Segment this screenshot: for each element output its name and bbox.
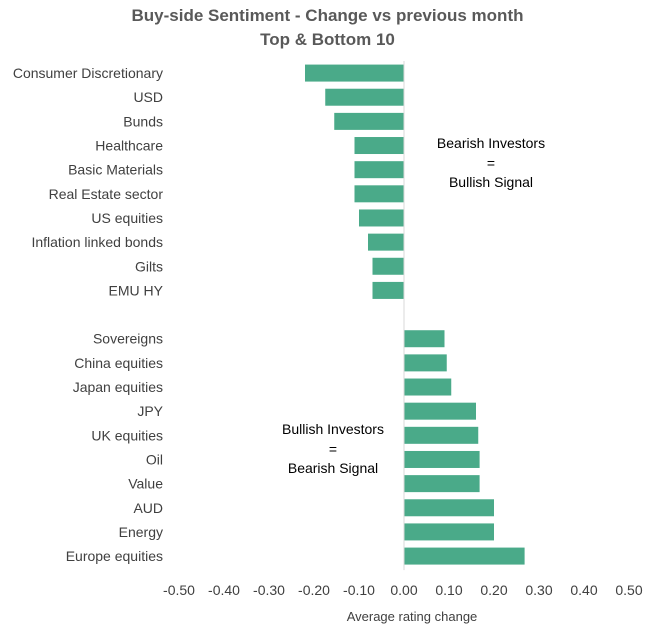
category-label: Basic Materials	[68, 162, 163, 178]
category-label: UK equities	[91, 427, 163, 443]
category-label: USD	[133, 89, 163, 105]
bar	[354, 161, 404, 179]
category-label: AUD	[133, 500, 163, 516]
category-label: JPY	[137, 403, 163, 419]
chart-title: Buy-side Sentiment - Change vs previous …	[131, 6, 524, 25]
x-tick-label: 0.50	[615, 582, 642, 598]
bar	[372, 257, 404, 275]
bar	[368, 233, 404, 251]
category-label: Consumer Discretionary	[13, 65, 163, 81]
bar	[404, 426, 479, 444]
category-label: Energy	[119, 524, 163, 540]
category-label: Healthcare	[95, 138, 163, 154]
category-label: Sovereigns	[93, 331, 163, 347]
bar	[404, 547, 525, 565]
bar	[404, 523, 494, 541]
category-label: Bunds	[123, 113, 163, 129]
category-label: Real Estate sector	[49, 186, 164, 202]
bar	[354, 137, 404, 155]
annotation-line: Bullish Signal	[448, 174, 534, 190]
x-tick-label: 0.20	[480, 582, 507, 598]
bar	[404, 450, 480, 468]
x-tick-labels: -0.50 -0.40 -0.30 -0.20 -0.10 0.00 0.10 0.20 0.3…	[163, 582, 643, 598]
x-axis-title: Average rating change	[347, 609, 478, 624]
bar	[334, 112, 404, 130]
category-label: Gilts	[135, 258, 163, 274]
bar	[404, 378, 452, 396]
x-tick-label: 0.10	[435, 582, 462, 598]
bar	[372, 281, 404, 299]
bar	[359, 209, 404, 227]
category-label: US equities	[91, 210, 163, 226]
annotation-line: =	[486, 154, 496, 171]
bar	[404, 402, 476, 420]
x-tick-label: -0.50	[163, 582, 195, 598]
category-label: EMU HY	[109, 282, 164, 298]
category-label: Oil	[146, 451, 163, 467]
x-tick-label: -0.20	[298, 582, 330, 598]
x-tick-label: -0.10	[343, 582, 375, 598]
x-tick-label: 0.30	[525, 582, 552, 598]
bars	[305, 64, 525, 565]
annotation-line: Bearish Investors	[436, 135, 546, 151]
bar	[404, 354, 447, 372]
category-label: Inflation linked bonds	[31, 234, 163, 250]
category-label: Europe equities	[66, 548, 163, 564]
annotation-bullish-investors: Bullish Investors = Bearish Signal	[268, 420, 398, 479]
annotation-line: Bearish Signal	[287, 460, 379, 476]
category-label: Japan equities	[73, 379, 163, 395]
category-label: Value	[128, 476, 163, 492]
category-label: China equities	[74, 355, 163, 371]
chart-subtitle: Top & Bottom 10	[260, 30, 395, 49]
bar	[404, 330, 445, 348]
x-tick-label: -0.30	[253, 582, 285, 598]
bar	[305, 64, 404, 82]
bar	[354, 185, 404, 203]
x-tick-label: 0.40	[570, 582, 597, 598]
annotation-line: =	[328, 440, 338, 457]
x-tick-label: 0.00	[390, 582, 417, 598]
x-tick-label: -0.40	[208, 582, 240, 598]
chart-title-block: Buy-side Sentiment - Change vs previous …	[0, 4, 655, 52]
category-labels: Consumer Discretionary USD Bunds Healthcare…	[13, 65, 164, 564]
bar	[404, 475, 480, 493]
bar	[404, 499, 494, 517]
bar	[325, 88, 404, 106]
annotation-line: Bullish Investors	[282, 421, 384, 437]
annotation-bearish-investors: Bearish Investors = Bullish Signal	[426, 134, 556, 193]
